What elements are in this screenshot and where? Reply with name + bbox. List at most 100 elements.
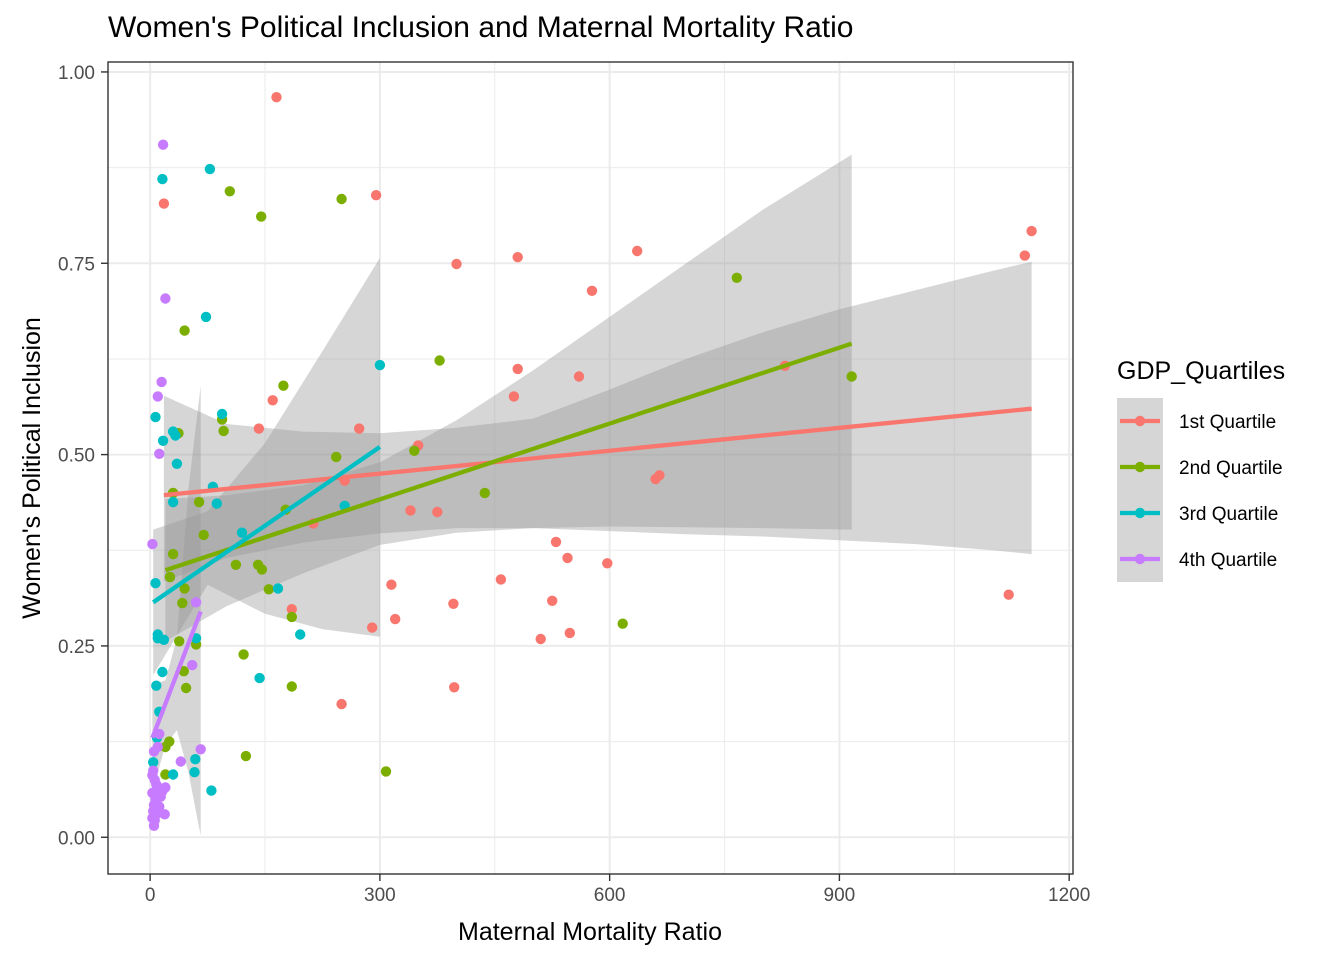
data-point (150, 411, 161, 423)
legend-key-point (1134, 415, 1146, 427)
data-point (386, 579, 397, 590)
data-point (171, 458, 183, 469)
legend-label: 4th Quartile (1179, 550, 1277, 571)
x-tick-label: 600 (594, 885, 626, 906)
fit-lines (150, 341, 1032, 739)
data-point (152, 391, 163, 402)
chart-title: Women's Political Inclusion and Maternal… (108, 11, 854, 44)
confidence-band (152, 385, 201, 836)
x-axis-title: Maternal Mortality Ratio (458, 918, 722, 946)
data-point (632, 245, 643, 257)
confidence-band (153, 257, 380, 675)
data-point (174, 636, 185, 647)
legend-key-point (1134, 507, 1146, 519)
data-point (479, 487, 490, 499)
x-tick-label: 300 (364, 885, 396, 906)
data-point (272, 583, 284, 594)
fit-line (164, 341, 853, 573)
data-point (432, 506, 443, 518)
data-point (238, 649, 249, 660)
data-point (286, 611, 297, 623)
data-point (224, 186, 235, 197)
data-point (157, 435, 169, 446)
data-point (157, 173, 168, 185)
data-point (160, 293, 171, 304)
legend-key-point (1134, 553, 1146, 565)
data-point (1003, 589, 1014, 600)
data-point (158, 634, 170, 645)
panel-border (107, 61, 1074, 875)
data-point (562, 552, 573, 564)
data-point (154, 448, 165, 459)
data-point (158, 198, 170, 209)
data-point (147, 538, 158, 550)
data-point (508, 391, 520, 402)
grid-minor (108, 62, 1073, 874)
data-point (170, 430, 181, 441)
data-point (179, 583, 190, 594)
data-point (167, 496, 179, 508)
data-point (180, 682, 192, 694)
data-point (236, 527, 248, 538)
data-point (390, 613, 401, 625)
data-point (495, 574, 507, 585)
confidence-band (165, 154, 852, 642)
y-axis-title: Women's Political Inclusion (18, 317, 46, 619)
data-point (278, 380, 289, 391)
data-point (602, 558, 613, 569)
data-point (150, 578, 161, 589)
data-point (370, 190, 382, 201)
data-point (1019, 250, 1030, 261)
legend-key-point (1134, 461, 1146, 473)
data-point (451, 258, 462, 270)
data-point (550, 536, 562, 548)
fit-line (163, 406, 1032, 498)
confidence-bands (152, 154, 1032, 836)
data-point (160, 741, 171, 753)
data-point (240, 750, 252, 762)
legend-label: 1st Quartile (1179, 412, 1276, 433)
data-point (336, 193, 347, 205)
data-point (846, 371, 857, 382)
data-point (198, 529, 209, 541)
data-point (295, 629, 306, 640)
data-point (253, 423, 265, 434)
y-tick-label: 0.75 (58, 254, 95, 275)
data-point (164, 571, 176, 583)
data-point (512, 252, 523, 263)
data-point (586, 285, 598, 296)
data-point (254, 672, 265, 684)
data-point (374, 359, 386, 371)
legend-label: 2nd Quartile (1179, 458, 1283, 479)
data-point (160, 769, 171, 780)
data-point (218, 425, 229, 437)
confidence-band (163, 261, 1032, 582)
data-point (190, 597, 202, 608)
data-point (157, 139, 169, 150)
data-point (256, 211, 267, 222)
data-point (512, 363, 523, 375)
data-point (216, 408, 228, 420)
legend-label: 3rd Quartile (1179, 504, 1278, 525)
data-point (650, 473, 661, 485)
data-point (230, 559, 242, 570)
data-point (177, 597, 188, 609)
data-point (331, 451, 342, 463)
x-tick-label: 0 (145, 885, 156, 906)
data-point (167, 769, 179, 780)
x-tick-label: 1200 (1048, 885, 1090, 906)
data-point (159, 809, 170, 820)
legend: GDP_Quartiles 1st Quartile 2nd Quartile 3r… (1117, 357, 1285, 582)
data-point (148, 820, 160, 831)
data-point (731, 272, 742, 283)
data-point (156, 376, 167, 388)
data-point (148, 757, 159, 768)
y-tick-label: 1.00 (58, 63, 95, 84)
fit-line (150, 610, 203, 739)
data-point (211, 498, 222, 509)
x-axis: 0 300 600 900 1200 (145, 874, 1090, 906)
data-point (564, 627, 575, 639)
data-point (193, 496, 205, 508)
data-point (448, 598, 459, 609)
